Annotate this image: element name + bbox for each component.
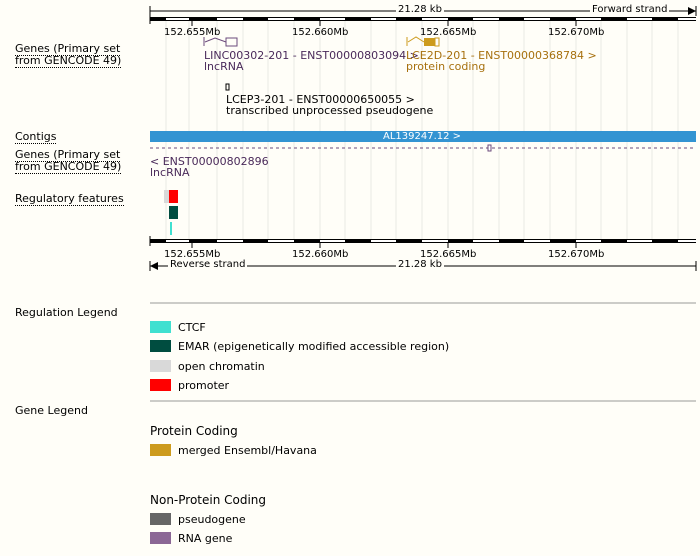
- contig-label[interactable]: AL139247.12 >: [383, 131, 462, 142]
- gene-linc00302-biotype[interactable]: lncRNA: [204, 60, 244, 73]
- track-label-regulatory[interactable]: Regulatory features: [15, 192, 124, 206]
- legend-label-emar: EMAR (epigenetically modified accessible…: [178, 340, 450, 353]
- legend-swatch-rna-gene: [150, 532, 171, 544]
- gene-lce2d-glyph: [406, 36, 440, 47]
- gene-linc00302-name[interactable]: LINC00302-201 - ENST00000803094 >: [204, 49, 419, 62]
- legend-swatch-promoter: [150, 379, 171, 391]
- track-label-contigs[interactable]: Contigs: [15, 130, 57, 144]
- top-tick-label: 152.660Mb: [292, 27, 349, 38]
- regulatory-features: [164, 190, 178, 235]
- gene-lce2d-biotype[interactable]: protein coding: [406, 60, 486, 73]
- grid-lines: [165, 20, 679, 240]
- legend-swatch-pseudogene: [150, 513, 171, 525]
- bottom-tick-label: 152.660Mb: [292, 249, 349, 260]
- bottom-tick-label: 152.665Mb: [420, 249, 477, 260]
- legend-swatch-open-chromatin: [150, 360, 171, 372]
- gene-reverse-name[interactable]: < ENST00000802896: [150, 155, 269, 168]
- top-scale-bar: [149, 14, 696, 26]
- track-label-genes-reverse[interactable]: Genes (Primary set from GENCODE 49): [15, 148, 140, 174]
- gene-legend-title: Gene Legend: [15, 404, 88, 417]
- legend-label-ctcf: CTCF: [178, 321, 206, 334]
- gene-lcep3-glyph: [225, 83, 230, 91]
- forward-strand-label: Forward strand: [590, 4, 670, 15]
- track-label-text[interactable]: Genes (Primary set from GENCODE 49): [15, 148, 122, 174]
- bottom-span-label: 21.28 kb: [396, 259, 444, 270]
- bottom-tick-label: 152.670Mb: [548, 249, 605, 260]
- top-tick-label: 152.670Mb: [548, 27, 605, 38]
- gene-legend-non-protein-coding-heading: Non-Protein Coding: [150, 493, 267, 507]
- reverse-gene-glyph: [487, 144, 492, 152]
- top-tick-label: 152.655Mb: [164, 27, 221, 38]
- legend-label-rna-gene: RNA gene: [178, 532, 233, 545]
- legend-label-merged-ensembl-havana: merged Ensembl/Havana: [178, 444, 317, 457]
- bottom-tick-label: 152.655Mb: [164, 249, 221, 260]
- legend-label-promoter: promoter: [178, 379, 230, 392]
- legend-label-open-chromatin: open chromatin: [178, 360, 265, 373]
- gene-lcep3-biotype[interactable]: transcribed unprocessed pseudogene: [226, 104, 434, 117]
- top-span-label: 21.28 kb: [396, 4, 444, 15]
- legend-label-pseudogene: pseudogene: [178, 513, 246, 526]
- regulation-legend-title: Regulation Legend: [15, 306, 118, 319]
- gene-lcep3-name[interactable]: LCEP3-201 - ENST00000650055 >: [226, 93, 415, 106]
- gene-lce2d-name[interactable]: LCE2D-201 - ENST00000368784 >: [406, 49, 597, 62]
- legend-swatch-ctcf: [150, 321, 171, 333]
- track-label-text[interactable]: Genes (Primary set from GENCODE 49): [15, 42, 122, 68]
- gene-linc00302-glyph: [203, 37, 238, 47]
- track-label-genes-forward[interactable]: Genes (Primary set from GENCODE 49): [15, 42, 140, 68]
- legend-swatch-emar: [150, 340, 171, 352]
- reverse-strand-label: Reverse strand: [168, 259, 248, 270]
- bottom-scale-bar: [149, 236, 696, 248]
- legend-swatch-merged-ensembl-havana: [150, 444, 171, 456]
- gene-legend-protein-coding-heading: Protein Coding: [150, 424, 238, 438]
- top-tick-label: 152.665Mb: [420, 27, 477, 38]
- contig-bar: [150, 131, 696, 142]
- gene-reverse-biotype[interactable]: lncRNA: [150, 166, 190, 179]
